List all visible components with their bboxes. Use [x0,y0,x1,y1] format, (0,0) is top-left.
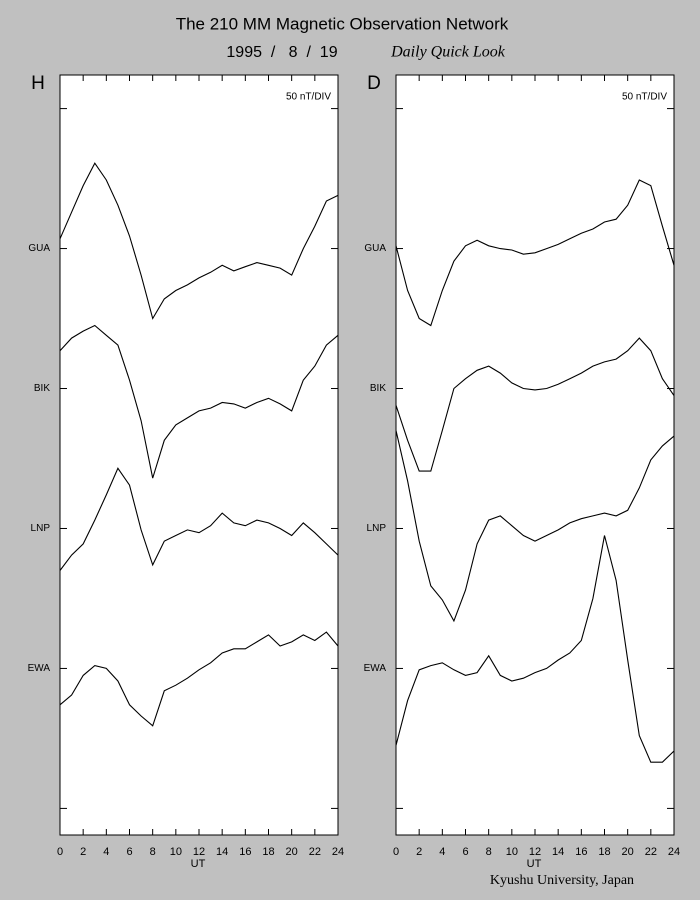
x-tick-label: 22 [309,846,321,858]
trace [395,179,675,327]
plot-area [59,74,339,836]
x-tick-label: 2 [80,846,86,858]
x-tick-label: 2 [416,846,422,858]
trace [59,162,339,320]
x-tick-label: 16 [239,846,251,858]
x-tick-label: 0 [393,846,399,858]
x-axis-label: UT [191,858,206,870]
x-tick-label: 16 [575,846,587,858]
y-tick-label: LNP [31,523,51,534]
y-tick-label: BIK [34,383,50,394]
x-tick-label: 10 [170,846,182,858]
x-tick-label: 20 [622,846,634,858]
x-tick-label: 6 [126,846,132,858]
x-tick-label: 20 [286,846,298,858]
trace [395,337,675,472]
x-tick-label: 14 [216,846,228,858]
plot-area [395,74,675,836]
x-tick-label: 18 [598,846,610,858]
y-tick-label: BIK [370,383,386,394]
trace [59,631,339,727]
panel-label: H [31,73,45,94]
x-tick-label: 4 [103,846,109,858]
x-tick-label: 6 [462,846,468,858]
y-tick-label: EWA [28,663,51,674]
x-tick-label: 12 [529,846,541,858]
x-tick-label: 12 [193,846,205,858]
y-tick-label: GUA [28,243,50,254]
x-tick-label: 14 [552,846,564,858]
x-tick-label: 4 [439,846,445,858]
trace [395,430,675,623]
page-title: The 210 MM Magnetic Observation Network [176,14,509,33]
trace [59,324,339,479]
footer: Kyushu University, Japan [490,873,634,888]
x-tick-label: 24 [332,846,344,858]
x-tick-label: 24 [668,846,680,858]
date: 1995 / 8 / 19 [226,44,337,61]
scale-note: 50 nT/DIV [622,92,667,103]
x-axis-label: UT [527,858,542,870]
x-tick-label: 8 [486,846,492,858]
trace [59,467,339,571]
x-tick-label: 8 [150,846,156,858]
x-tick-label: 0 [57,846,63,858]
y-tick-label: GUA [364,243,386,254]
y-tick-label: EWA [364,663,387,674]
x-tick-label: 10 [506,846,518,858]
panel-label: D [367,73,381,94]
y-tick-label: LNP [367,523,387,534]
x-tick-label: 22 [645,846,657,858]
trace [395,535,675,763]
subtitle: Daily Quick Look [390,44,506,61]
scale-note: 50 nT/DIV [286,92,331,103]
x-tick-label: 18 [262,846,274,858]
